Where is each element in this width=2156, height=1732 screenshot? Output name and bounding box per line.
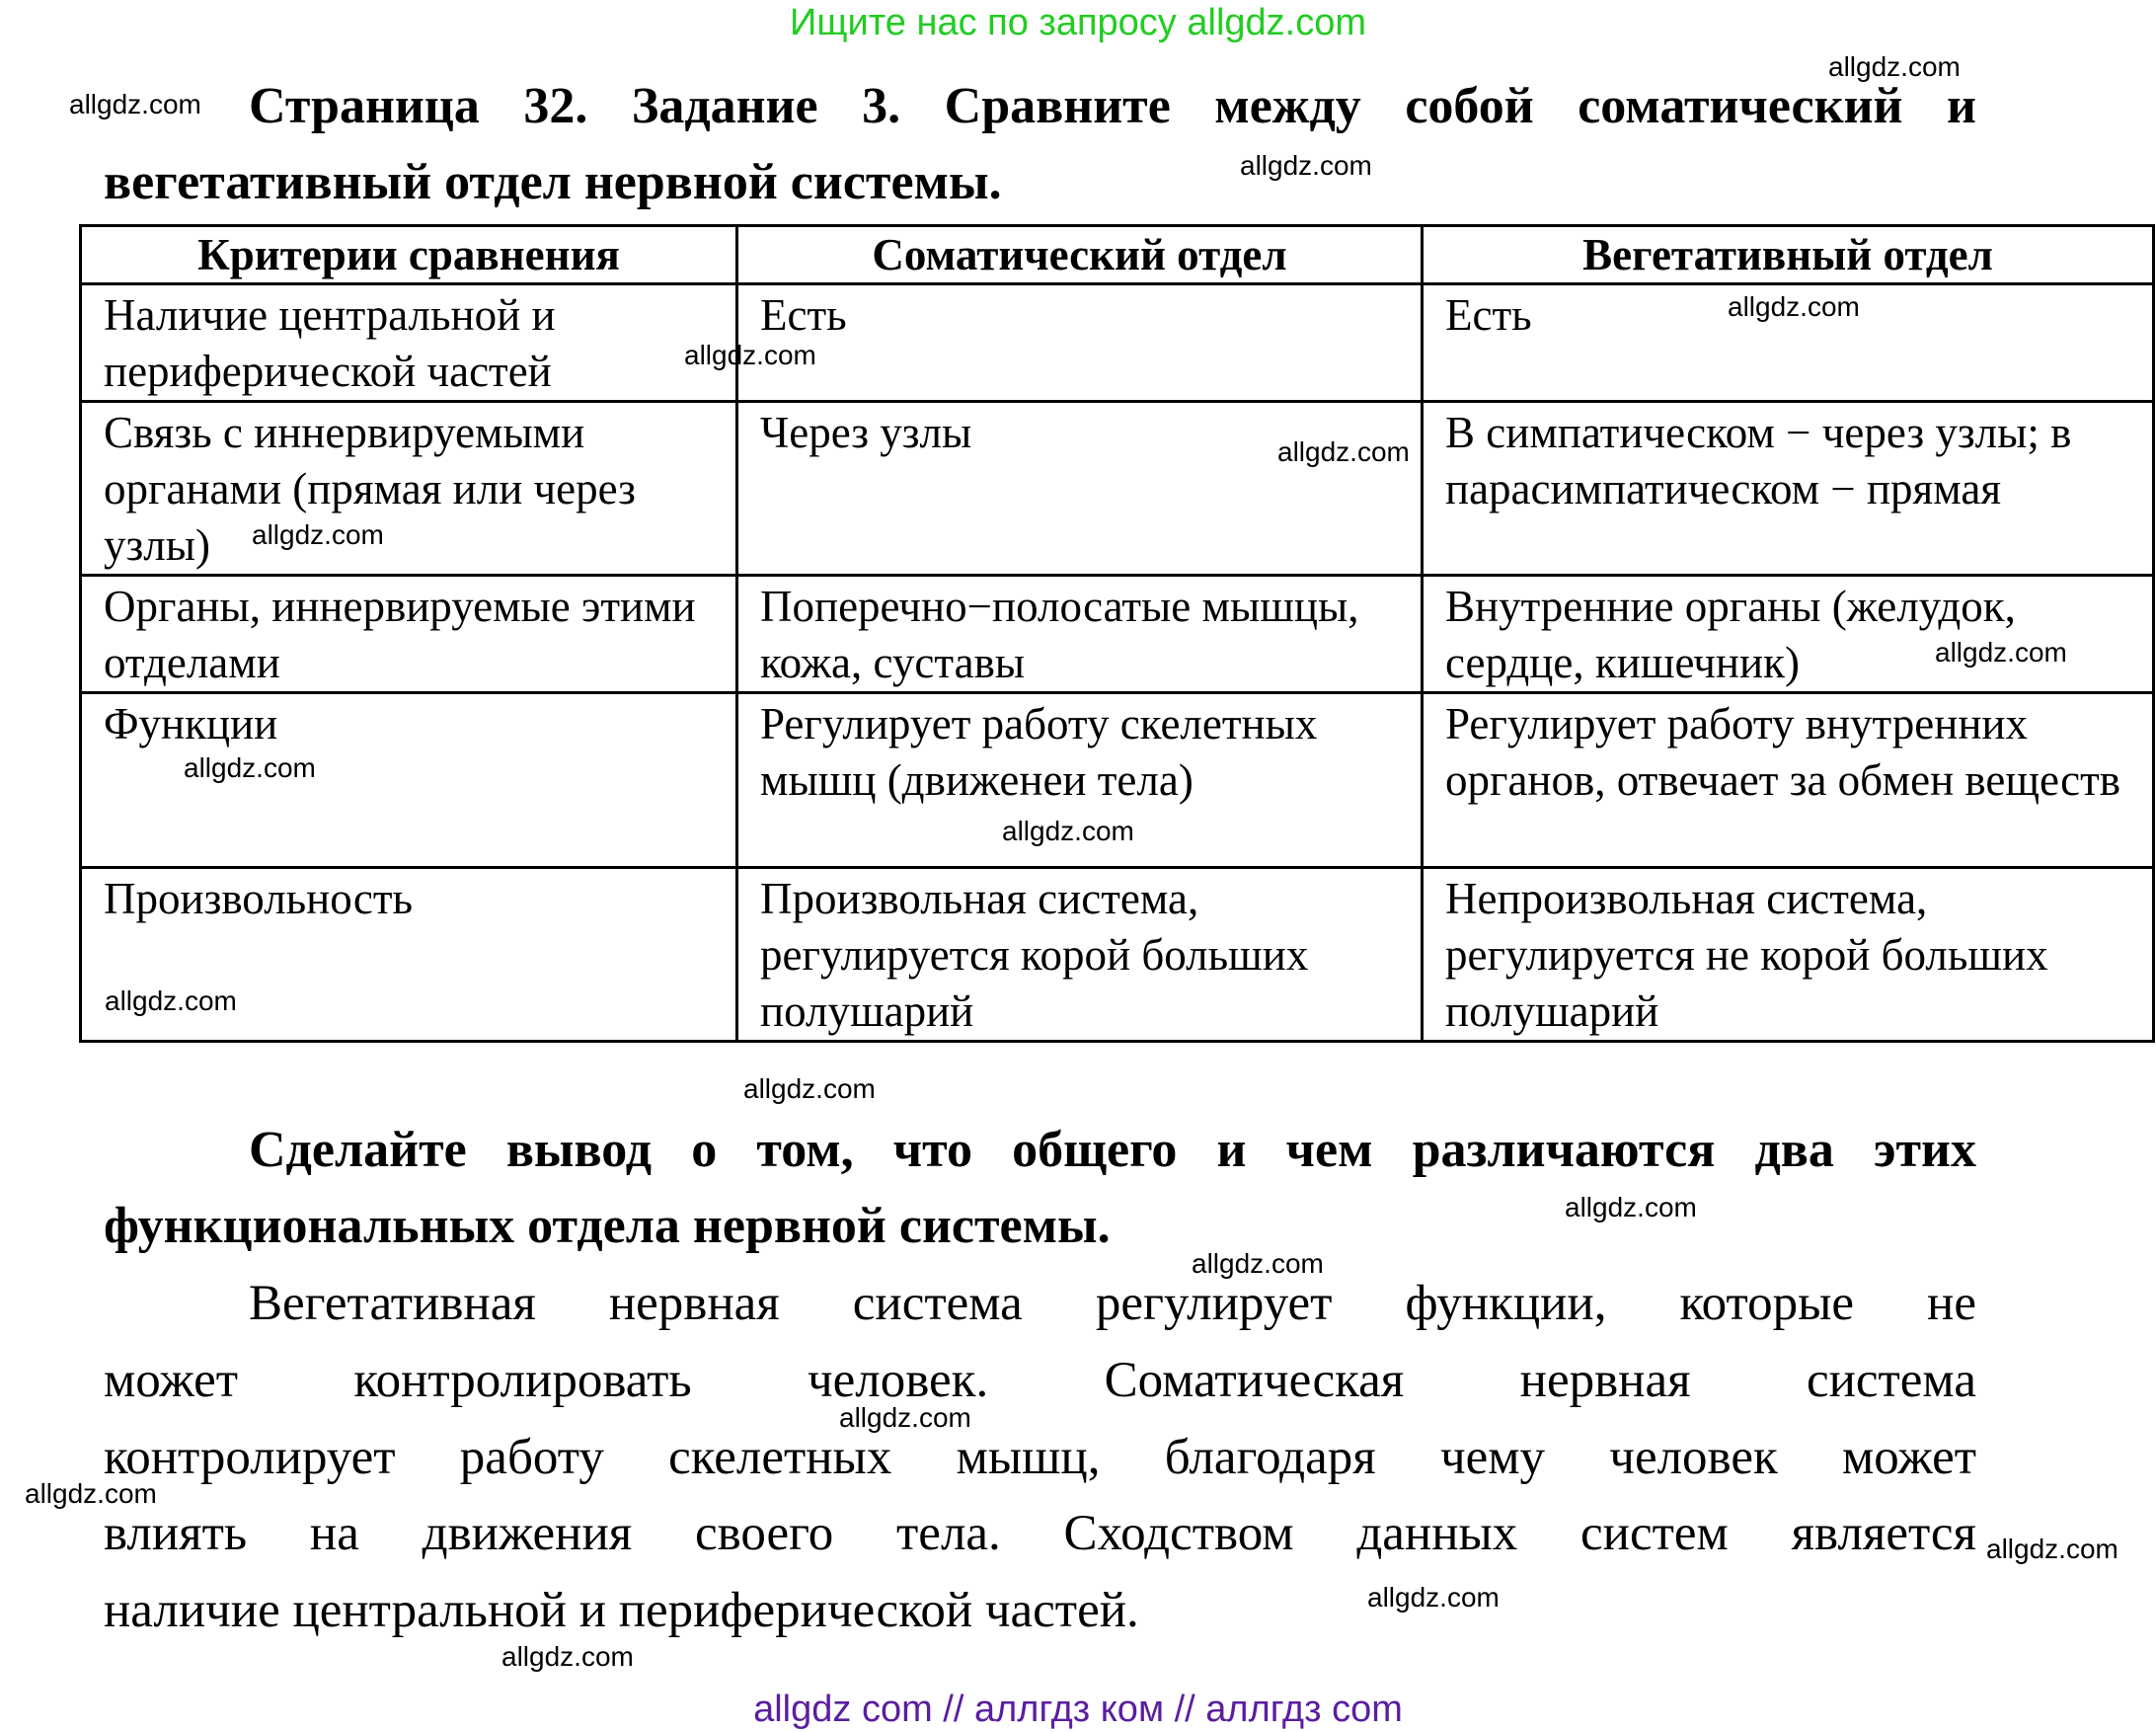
watermark: allgdz.com bbox=[1565, 1192, 1697, 1222]
comparison-table: Критерии сравнения Соматический отдел Ве… bbox=[79, 224, 2155, 1043]
watermark: allgdz.com bbox=[1277, 436, 1410, 467]
answer-line-3: контролирует работу скелетных мышц, благ… bbox=[104, 1430, 1976, 1485]
table-cell: Поперечно−полосатые мышцы, кожа, суставы bbox=[735, 574, 1424, 694]
table-cell: Регулирует работу внутренних органов, от… bbox=[1421, 691, 2155, 869]
table-row: Наличие центральной и периферической час… bbox=[79, 282, 2155, 403]
watermark: allgdz.com bbox=[839, 1402, 971, 1433]
watermark: allgdz.com bbox=[684, 340, 816, 370]
top-banner-link[interactable]: Ищите нас по запросу allgdz.com bbox=[789, 2, 1366, 43]
header-criteria: Критерии сравнения bbox=[79, 224, 738, 285]
table-cell: Произвольность bbox=[79, 866, 738, 1043]
table-cell: Внутренние органы (желудок, сердце, кише… bbox=[1421, 574, 2155, 694]
table-cell: Связь с иннервируемыми органами (прямая … bbox=[79, 400, 738, 577]
watermark: allgdz.com bbox=[1002, 816, 1134, 846]
table-cell: Есть bbox=[1421, 282, 2155, 403]
watermark: allgdz.com bbox=[69, 89, 201, 119]
watermark: allgdz.com bbox=[1935, 637, 2067, 668]
header-vegetative: Вегетативный отдел bbox=[1421, 224, 2155, 285]
answer-line-2: может контролировать человек. Соматическ… bbox=[104, 1353, 1976, 1408]
table-header-row: Критерии сравнения Соматический отдел Ве… bbox=[79, 224, 2155, 285]
watermark: allgdz.com bbox=[105, 985, 237, 1016]
page-title-line-1: Страница 32. Задание 3. Сравните между с… bbox=[249, 78, 1976, 134]
table-cell: Произвольная система, регулируется корой… bbox=[735, 866, 1424, 1043]
answer-line-1: Вегетативная нервная система регулирует … bbox=[249, 1276, 1976, 1331]
watermark: allgdz.com bbox=[1986, 1534, 2118, 1564]
table-cell: Функции bbox=[79, 691, 738, 869]
watermark: allgdz.com bbox=[1367, 1582, 1500, 1613]
answer-line-5: наличие центральной и периферической час… bbox=[104, 1583, 1139, 1638]
table-cell: Непроизвольная система, регулируется не … bbox=[1421, 866, 2155, 1043]
table-row: Связь с иннервируемыми органами (прямая … bbox=[79, 400, 2155, 577]
table-cell: Регулирует работу скелетных мышц (движен… bbox=[735, 691, 1424, 869]
table-cell: В симпатическом − через узлы; в парасимп… bbox=[1421, 400, 2155, 577]
bottom-banner-link[interactable]: allgdz com // аллгдз ком // аллгдз com bbox=[753, 1689, 1403, 1730]
watermark: allgdz.com bbox=[25, 1478, 157, 1509]
table-cell: Наличие центральной и периферической час… bbox=[79, 282, 738, 403]
watermark: allgdz.com bbox=[1240, 150, 1372, 181]
conclusion-heading-line-2: функциональных отдела нервной системы. bbox=[104, 1198, 1111, 1254]
watermark: allgdz.com bbox=[252, 519, 384, 550]
conclusion-heading-line-1: Сделайте вывод о том, что общего и чем р… bbox=[249, 1122, 1976, 1178]
page-title-line-2: вегетативный отдел нервной системы. bbox=[104, 154, 1002, 210]
table-cell: Есть bbox=[735, 282, 1424, 403]
table-cell: Через узлы bbox=[735, 400, 1424, 577]
watermark: allgdz.com bbox=[501, 1641, 634, 1672]
watermark: allgdz.com bbox=[1728, 291, 1860, 322]
watermark: allgdz.com bbox=[743, 1073, 876, 1104]
header-somatic: Соматический отдел bbox=[735, 224, 1424, 285]
watermark: allgdz.com bbox=[1828, 51, 1961, 82]
table-row: Функции Регулирует работу скелетных мышц… bbox=[79, 691, 2155, 869]
table-row: Органы, иннервируемые этими отделами Поп… bbox=[79, 574, 2155, 694]
watermark: allgdz.com bbox=[184, 752, 316, 783]
answer-line-4: влиять на движения своего тела. Сходство… bbox=[104, 1506, 1976, 1561]
watermark: allgdz.com bbox=[1192, 1248, 1324, 1279]
table-cell: Органы, иннервируемые этими отделами bbox=[79, 574, 738, 694]
table-row: Произвольность Произвольная система, рег… bbox=[79, 866, 2155, 1043]
